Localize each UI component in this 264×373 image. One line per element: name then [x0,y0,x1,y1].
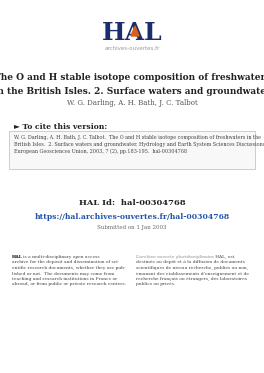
Text: L’archive ouverte pluridisciplinaire: L’archive ouverte pluridisciplinaire [136,255,215,259]
Text: HAL: HAL [12,255,23,259]
Polygon shape [131,26,139,36]
Text: L’archive ouverte pluridisciplinaire HAL, est
destinée au d́epôt et à la diff: L’archive ouverte pluridisciplinaire HAL… [136,255,249,286]
Text: Submitted on 1 Jan 2003: Submitted on 1 Jan 2003 [97,226,167,231]
Text: HAL Id:  hal-00304768: HAL Id: hal-00304768 [79,199,185,207]
Text: HAL: HAL [102,21,162,45]
Text: archives-ouvertes.fr: archives-ouvertes.fr [104,47,160,51]
Text: W. G. Darling, A. H. Bath, J. C. Talbot: W. G. Darling, A. H. Bath, J. C. Talbot [67,99,197,107]
Text: in the British Isles. 2. Surface waters and groundwater: in the British Isles. 2. Surface waters … [0,87,264,95]
Text: W. G. Darling, A. H. Bath, J. C. Talbot.  The O and H stable isotope composition: W. G. Darling, A. H. Bath, J. C. Talbot.… [14,135,264,154]
Text: HAL is a multi-disciplinary open access
archive for the deposit and disseminatio: HAL is a multi-disciplinary open access … [12,255,126,286]
Text: The O and H stable isotope composition of freshwaters: The O and H stable isotope composition o… [0,73,264,82]
Text: https://hal.archives-ouvertes.fr/hal-00304768: https://hal.archives-ouvertes.fr/hal-003… [34,213,230,221]
Text: ► To cite this version:: ► To cite this version: [14,123,107,131]
FancyBboxPatch shape [9,131,255,169]
